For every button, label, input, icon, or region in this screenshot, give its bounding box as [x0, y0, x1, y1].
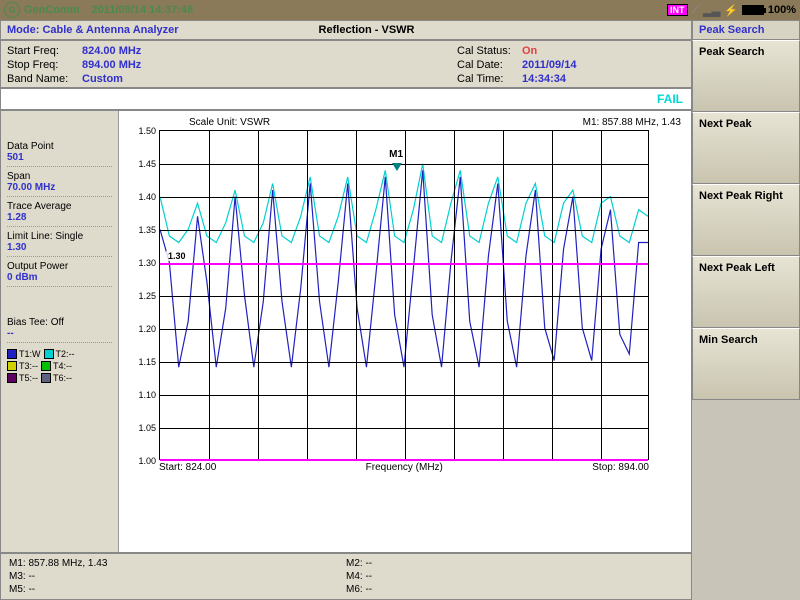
battery-icon — [742, 5, 764, 15]
satellite-icon: ⟋ — [692, 4, 700, 17]
cal-status-val: On — [522, 45, 537, 57]
output-power-label: Output Power — [7, 261, 112, 272]
fail-text: FAIL — [657, 92, 683, 106]
cal-time-val: 14:34:34 — [522, 73, 566, 85]
peak-search-button[interactable]: Peak Search — [692, 40, 800, 112]
trace5-label: T5:-- — [19, 373, 38, 383]
trace4-swatch — [41, 361, 51, 371]
marker1-icon[interactable] — [392, 163, 402, 171]
span-label: Span — [7, 171, 112, 182]
cal-status-label: Cal Status: — [457, 44, 522, 58]
band-name-label: Band Name: — [7, 72, 82, 86]
marker1-label: M1 — [389, 149, 403, 160]
marker-m5: M5: -- — [9, 583, 346, 596]
markers-row: M1: 857.88 MHz, 1.43 M3: -- M5: -- M2: -… — [0, 553, 692, 600]
x-axis-labels: Start: 824.00 Frequency (MHz) Stop: 894.… — [159, 462, 649, 473]
marker-readout: M1: 857.88 MHz, 1.43 — [583, 117, 681, 128]
x-stop-label: Stop: 894.00 — [592, 462, 649, 473]
next-peak-left-button[interactable]: Next Peak Left — [692, 256, 800, 328]
mode-row: Mode: Cable & Antenna Analyzer Reflectio… — [0, 20, 692, 40]
stop-freq-val: 894.00 MHz — [82, 59, 141, 71]
x-start-label: Start: 824.00 — [159, 462, 216, 473]
trace-avg-val: 1.28 — [7, 212, 112, 223]
trace-svg — [160, 131, 648, 459]
bias-tee-label: Bias Tee: Off — [7, 317, 112, 328]
limit-line-val: 1.30 — [7, 242, 112, 253]
marker-m1: M1: 857.88 MHz, 1.43 — [9, 557, 346, 570]
limit-line-label: Limit Line: Single — [7, 231, 112, 242]
trace3-swatch — [7, 361, 17, 371]
plug-icon: ⚡ — [724, 4, 738, 17]
cal-date-val: 2011/09/14 — [522, 59, 576, 71]
x-center-label: Frequency (MHz) — [366, 462, 443, 473]
bias-tee-val: -- — [7, 328, 112, 339]
datetime: 2011/09/14 14:37:48 — [92, 4, 194, 16]
trace-avg-label: Trace Average — [7, 201, 112, 212]
cal-date-label: Cal Date: — [457, 58, 522, 72]
band-name-val: Custom — [82, 73, 123, 85]
next-peak-right-button[interactable]: Next Peak Right — [692, 184, 800, 256]
trace6-swatch — [41, 373, 51, 383]
stop-freq-label: Stop Freq: — [7, 58, 82, 72]
trace1-swatch — [7, 349, 17, 359]
next-peak-button[interactable]: Next Peak — [692, 112, 800, 184]
marker-m3: M3: -- — [9, 570, 346, 583]
trace4-label: T4:-- — [53, 361, 72, 371]
span-val: 70.00 MHz — [7, 182, 112, 193]
output-power-val: 0 dBm — [7, 272, 112, 283]
fail-row: FAIL — [0, 88, 692, 110]
logo-icon: G — [4, 2, 20, 18]
trace2-label: T2:-- — [56, 349, 75, 359]
marker-m6: M6: -- — [346, 583, 683, 596]
chart-area: Scale Unit: VSWR M1: 857.88 MHz, 1.43 1.… — [119, 111, 691, 552]
signal-icon: ▂▃ — [703, 4, 720, 17]
softkey-menu: Peak Search Peak Search Next Peak Next P… — [692, 20, 800, 600]
battery-pct: 100% — [768, 4, 796, 16]
limit-label: 1.30 — [166, 251, 188, 261]
freq-row: Start Freq:824.00 MHz Stop Freq:894.00 M… — [0, 40, 692, 88]
min-search-button[interactable]: Min Search — [692, 328, 800, 400]
marker-m4: M4: -- — [346, 570, 683, 583]
start-freq-label: Start Freq: — [7, 44, 82, 58]
trace2-swatch — [44, 349, 54, 359]
y-axis-labels: 1.501.451.401.351.301.251.201.151.101.05… — [128, 131, 158, 459]
data-point-label: Data Point — [7, 141, 112, 152]
scale-unit: Scale Unit: VSWR — [189, 117, 270, 128]
mode-label: Mode: Cable & Antenna Analyzer — [7, 24, 179, 36]
data-point-val: 501 — [7, 152, 112, 163]
chart-canvas[interactable]: 1.501.451.401.351.301.251.201.151.101.05… — [159, 130, 649, 460]
app-name: GenComm — [24, 4, 80, 16]
trace1-label: T1:W — [19, 349, 41, 359]
trace3-label: T3:-- — [19, 361, 38, 371]
int-badge: INT — [667, 4, 688, 16]
titlebar: G GenComm 2011/09/14 14:37:48 INT ⟋ ▂▃ ⚡… — [0, 0, 800, 20]
mode-sub: Reflection - VSWR — [319, 24, 415, 36]
marker-m2: M2: -- — [346, 557, 683, 570]
menu-header: Peak Search — [692, 20, 800, 40]
trace-legend: T1:W T2:-- T3:-- T4:-- T5:-- T6:-- — [7, 349, 112, 383]
params-sidebar: Data Point501 Span70.00 MHz Trace Averag… — [1, 111, 119, 552]
trace6-label: T6:-- — [53, 373, 72, 383]
start-freq-val: 824.00 MHz — [82, 45, 141, 57]
trace5-swatch — [7, 373, 17, 383]
cal-time-label: Cal Time: — [457, 72, 522, 86]
